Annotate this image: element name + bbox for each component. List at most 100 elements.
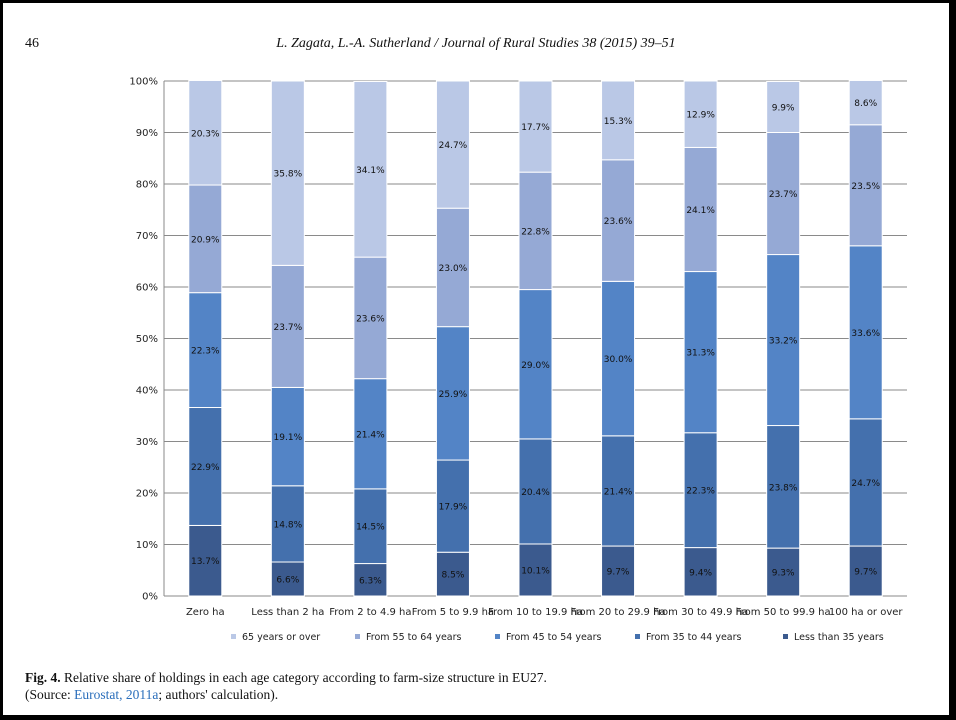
data-label: 23.0% xyxy=(439,264,468,274)
y-tick-label: 30% xyxy=(136,437,158,448)
bar-segment xyxy=(518,289,553,440)
data-label: 9.7% xyxy=(854,568,877,578)
legend-swatch xyxy=(355,634,360,639)
data-label: 22.9% xyxy=(191,463,220,473)
data-label: 21.4% xyxy=(604,487,633,497)
data-label: 20.4% xyxy=(521,488,550,498)
data-label: 8.6% xyxy=(854,99,877,109)
bar-segment xyxy=(518,171,553,291)
data-label: 23.6% xyxy=(604,217,633,227)
bar-segment xyxy=(435,207,470,328)
data-label: 35.8% xyxy=(274,170,303,180)
y-tick-label: 10% xyxy=(136,540,158,551)
data-label: 9.7% xyxy=(607,568,630,578)
bar-segment xyxy=(766,425,801,549)
x-category-label: From 5 to 9.9 ha xyxy=(412,607,494,618)
data-label: 14.8% xyxy=(274,520,303,530)
bar-segment xyxy=(683,271,718,434)
bar-segment xyxy=(601,80,636,161)
data-label: 22.8% xyxy=(521,227,550,237)
legend-swatch xyxy=(231,634,236,639)
bar-segment xyxy=(353,256,388,380)
source-prefix: (Source: xyxy=(25,687,75,702)
bar-segment xyxy=(188,524,223,597)
x-category-label: Zero ha xyxy=(186,607,225,618)
bar-segment xyxy=(353,81,388,258)
legend-label: From 55 to 64 years xyxy=(366,632,462,643)
x-category-label: From 10 to 19.9 ha xyxy=(488,607,583,618)
data-label: 24.1% xyxy=(686,206,715,216)
data-label: 21.4% xyxy=(356,430,385,440)
data-label: 23.7% xyxy=(769,190,798,200)
journal-page: 46 L. Zagata, L.-A. Sutherland / Journal… xyxy=(3,3,949,715)
x-category-label: 100 ha or over xyxy=(829,607,904,618)
y-tick-label: 100% xyxy=(129,77,158,88)
data-label: 30.0% xyxy=(604,355,633,365)
data-label: 12.9% xyxy=(686,111,715,121)
legend-swatch xyxy=(635,634,640,639)
figure-caption: Fig. 4. Relative share of holdings in ea… xyxy=(25,669,925,703)
journal-header: L. Zagata, L.-A. Sutherland / Journal of… xyxy=(276,36,676,51)
bar-segment xyxy=(518,80,553,173)
data-label: 22.3% xyxy=(191,347,220,357)
y-tick-label: 60% xyxy=(136,283,158,294)
bar-segment xyxy=(435,80,470,209)
bar-segment xyxy=(766,254,801,427)
legend-label: From 45 to 54 years xyxy=(506,632,602,643)
source-suffix: ; authors' calculation). xyxy=(158,687,279,702)
data-label: 8.5% xyxy=(442,571,465,581)
y-tick-label: 0% xyxy=(142,592,158,603)
bar-segment xyxy=(353,488,388,565)
legend-label: Less than 35 years xyxy=(794,632,884,643)
x-category-label: From 20 to 29.9 ha xyxy=(571,607,666,618)
data-label: 20.3% xyxy=(191,129,220,139)
data-label: 13.7% xyxy=(191,557,220,567)
data-label: 6.3% xyxy=(359,576,382,586)
data-label: 6.6% xyxy=(276,576,299,586)
x-category-label: From 2 to 4.9 ha xyxy=(329,607,411,618)
bar-segment xyxy=(270,80,305,266)
legend-label: 65 years or over xyxy=(242,632,320,643)
bar-segment xyxy=(766,132,801,256)
data-label: 24.7% xyxy=(439,141,468,151)
data-label: 15.3% xyxy=(604,117,633,127)
y-tick-label: 90% xyxy=(136,128,158,139)
y-tick-label: 70% xyxy=(136,231,158,242)
data-label: 17.7% xyxy=(521,123,550,133)
data-label: 24.7% xyxy=(851,479,880,489)
data-label: 19.1% xyxy=(274,433,303,443)
bar-segment xyxy=(601,435,636,547)
data-label: 9.9% xyxy=(772,104,795,114)
source-link[interactable]: Eurostat, 2011a xyxy=(74,687,159,702)
data-label: 23.7% xyxy=(274,323,303,333)
data-label: 23.5% xyxy=(851,182,880,192)
data-label: 20.9% xyxy=(191,235,220,245)
bar-segment xyxy=(188,79,223,186)
legend-swatch xyxy=(783,634,788,639)
bar-segment xyxy=(435,459,470,553)
legend-swatch xyxy=(495,634,500,639)
data-label: 25.9% xyxy=(439,390,468,400)
bar-segment xyxy=(188,292,223,409)
figure-caption-text: Relative share of holdings in each age c… xyxy=(60,670,547,685)
legend-label: From 35 to 44 years xyxy=(646,632,742,643)
data-label: 17.9% xyxy=(439,503,468,513)
stacked-bar-chart: 0% 10% 20% 30% 40% 50% 60% 70% 80% 90% 100% 13.7% 22… xyxy=(129,77,907,643)
bar-segment xyxy=(270,264,305,388)
data-label: 9.3% xyxy=(772,569,795,579)
bar-segment xyxy=(848,124,883,247)
data-label: 9.4% xyxy=(689,568,712,578)
y-tick-label: 20% xyxy=(136,489,158,500)
bar-segment xyxy=(683,432,718,549)
data-label: 31.3% xyxy=(686,349,715,359)
data-label: 33.6% xyxy=(851,329,880,339)
data-label: 23.8% xyxy=(769,483,798,493)
bar-segment xyxy=(518,438,553,545)
data-label: 23.6% xyxy=(356,314,385,324)
bar-segment xyxy=(848,79,883,126)
bar-segment xyxy=(683,80,718,148)
figure-label: Fig. 4. xyxy=(25,670,61,685)
data-label: 34.1% xyxy=(356,166,385,176)
bar-segment xyxy=(848,245,883,420)
data-label: 14.5% xyxy=(356,523,385,533)
